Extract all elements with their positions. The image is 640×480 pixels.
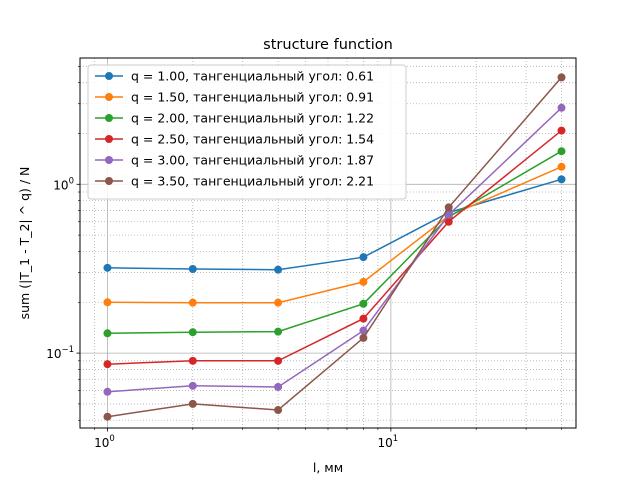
series-layer [103,73,566,421]
x-tick-label: 101 [378,434,399,450]
legend-label: q = 1.50, тангенциальный угол: 0.91 [131,90,374,105]
data-point [274,298,283,307]
legend-item: q = 1.00, тангенциальный угол: 0.61 [95,69,374,84]
data-point [274,382,283,391]
series-4 [103,126,566,369]
data-point [103,329,112,338]
data-point [103,263,112,272]
legend: q = 1.00, тангенциальный угол: 0.61 q = 1… [87,64,407,200]
data-point [557,126,566,135]
legend-box [87,64,407,200]
y-tick-label: 10−1 [46,345,74,361]
data-point [188,264,197,273]
legend-item: q = 2.00, тангенциальный угол: 1.22 [95,111,374,126]
data-point [188,298,197,307]
legend-label: q = 3.00, тангенциальный угол: 1.87 [131,153,374,168]
data-point [274,327,283,336]
data-point [557,147,566,156]
data-point [557,103,566,112]
legend-marker [105,156,113,164]
data-point [103,360,112,369]
data-point [188,328,197,337]
data-point [188,399,197,408]
legend-marker [105,135,113,143]
legend-item: q = 2.50, тангенциальный угол: 1.54 [95,132,374,147]
series-line [107,130,562,365]
data-point [359,299,368,308]
data-point [444,210,453,219]
data-point [557,162,566,171]
series-line [107,76,563,418]
data-point [274,356,283,365]
legend-label: q = 3.50, тангенциальный угол: 2.21 [131,174,374,189]
data-point [188,381,197,390]
data-point [359,253,368,262]
data-point [444,217,453,226]
x-axis-label: l, мм [313,460,343,475]
legend-item: q = 1.50, тангенциальный угол: 0.91 [95,90,374,105]
data-point [557,73,566,82]
legend-label: q = 2.50, тангенциальный угол: 1.54 [131,132,374,147]
legend-marker [105,72,113,80]
data-point [557,175,566,184]
data-point [444,203,453,212]
series-line [107,166,562,304]
data-point [188,356,197,365]
series-5 [103,103,566,396]
data-point [103,298,112,307]
y-tick-label: 100 [53,176,74,192]
data-point [359,326,368,335]
data-point [103,412,112,421]
series-line [107,107,563,393]
data-point [359,333,368,342]
data-point [274,265,283,274]
series-6 [103,73,566,421]
data-point [274,406,283,415]
legend-marker [105,177,113,185]
legend-marker [105,93,113,101]
plot-frame [79,57,577,429]
x-tick-label: 100 [94,434,115,450]
legend-marker [105,114,113,122]
legend-item: q = 3.00, тангенциальный угол: 1.87 [95,153,374,168]
data-point [359,277,368,286]
data-point [103,387,112,396]
legend-label: q = 1.00, тангенциальный угол: 0.61 [131,69,374,84]
legend-item: q = 3.50, тангенциальный угол: 2.21 [95,174,374,189]
data-point [359,314,368,323]
y-axis-label: sum (|T_1 - T_2| ^ q) / N [17,167,32,320]
legend-label: q = 2.00, тангенциальный угол: 1.22 [131,111,374,126]
chart-title: structure function [263,37,393,53]
